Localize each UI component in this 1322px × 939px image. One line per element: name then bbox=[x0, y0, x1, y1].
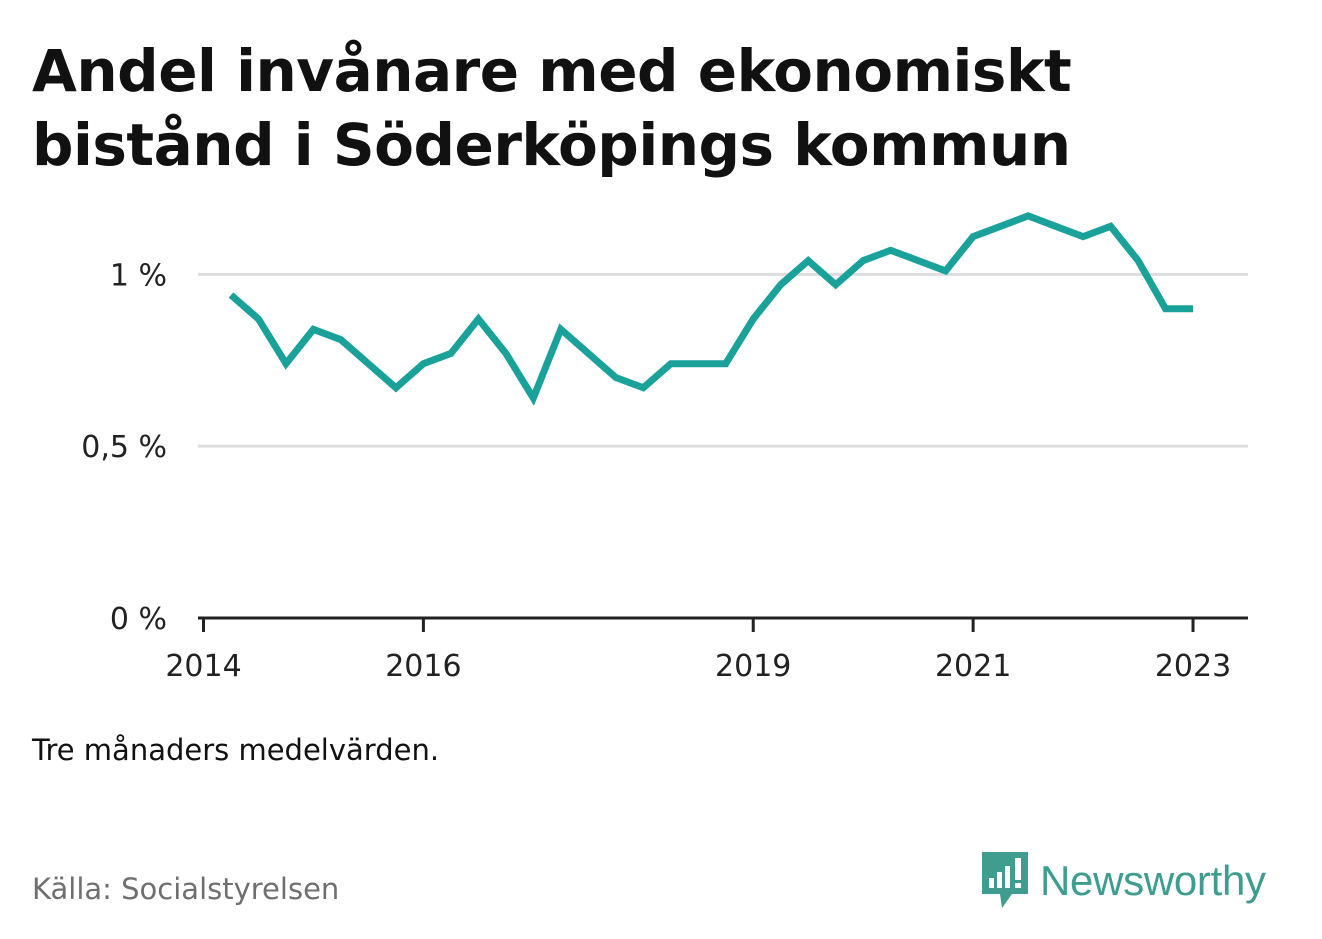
series-line bbox=[228, 212, 1193, 406]
source-credit: Källa: Socialstyrelsen bbox=[32, 872, 340, 906]
x-axis: 2014 2016 2019 2021 2023 bbox=[165, 616, 1248, 684]
bar-chart-speech-bubble-icon bbox=[982, 852, 1028, 908]
x-tick-label: 2016 bbox=[385, 649, 461, 684]
line-chart: 0 % 0,5 % 1 % 2014 2016 2019 2021 2023 bbox=[81, 212, 1248, 684]
x-tick-label: 2023 bbox=[1155, 649, 1231, 684]
x-tick-label: 2021 bbox=[935, 649, 1011, 684]
x-tick-label: 2014 bbox=[165, 649, 241, 684]
x-tick-label: 2019 bbox=[715, 649, 791, 684]
y-axis-tick-labels: 0 % 0,5 % 1 % bbox=[81, 258, 167, 637]
y-tick-label: 0,5 % bbox=[81, 430, 167, 465]
chart-note: Tre månaders medelvärden. bbox=[32, 733, 440, 767]
y-tick-label: 1 % bbox=[110, 258, 167, 293]
y-tick-label: 0 % bbox=[110, 602, 167, 637]
series-layer bbox=[228, 212, 1193, 406]
chart-title: Andel invånare med ekonomiskt bistånd i … bbox=[32, 37, 1072, 179]
brand-logo[interactable]: Newsworthy bbox=[980, 850, 1266, 912]
brand-name: Newsworthy bbox=[1040, 857, 1266, 904]
grid-lines bbox=[198, 272, 1248, 448]
